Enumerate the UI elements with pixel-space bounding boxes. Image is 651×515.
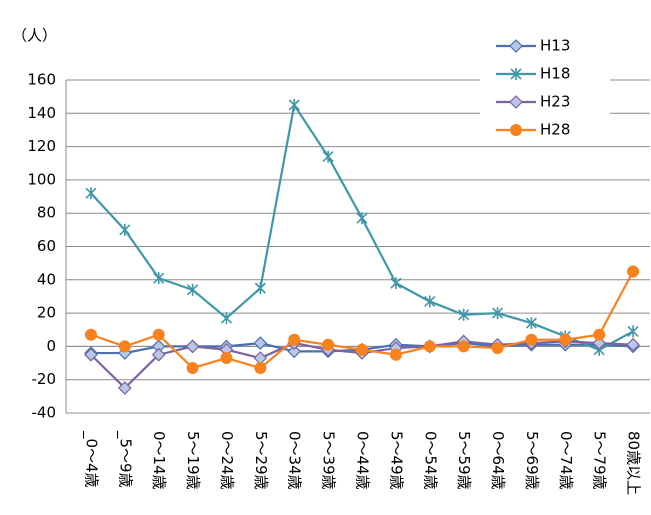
x-tick-label: _0～4歳 xyxy=(81,430,100,488)
y-tick-label: 0 xyxy=(46,337,56,355)
x-tick-label: _5～9歳 xyxy=(115,430,134,488)
data-point xyxy=(119,223,131,236)
x-tick-label: 5～59歳 xyxy=(455,431,473,490)
data-point xyxy=(356,343,368,356)
data-point xyxy=(254,282,266,295)
data-point xyxy=(287,344,302,359)
y-axis-label: （人） xyxy=(12,27,57,45)
y-tick-label: -20 xyxy=(32,370,57,388)
legend-marker xyxy=(510,124,522,136)
data-point xyxy=(187,283,199,296)
data-point xyxy=(592,336,607,350)
data-point xyxy=(525,333,538,346)
data-point xyxy=(220,352,233,365)
y-tick-label: 20 xyxy=(37,304,56,322)
data-point xyxy=(151,347,166,362)
legend-marker xyxy=(509,95,523,109)
data-point xyxy=(525,317,537,330)
data-point xyxy=(457,340,470,353)
data-point xyxy=(627,265,640,278)
x-tick-label: 5～19歳 xyxy=(184,431,202,490)
x-tick-label: 0～14歳 xyxy=(150,431,168,490)
x-tick-label: 0～74歳 xyxy=(557,431,575,490)
data-point xyxy=(84,328,97,341)
data-point xyxy=(288,333,301,346)
data-point xyxy=(84,347,98,362)
y-tick-label: 40 xyxy=(37,270,56,288)
data-point xyxy=(118,340,131,353)
data-point xyxy=(559,333,572,346)
x-tick-label: 0～44歳 xyxy=(354,431,372,490)
data-point xyxy=(458,308,470,321)
x-tick-label: 0～34歳 xyxy=(286,431,304,490)
data-point xyxy=(220,312,233,325)
data-point xyxy=(356,212,368,225)
x-tick-label: 5～39歳 xyxy=(320,431,338,490)
data-point xyxy=(593,328,606,341)
data-point xyxy=(491,342,504,355)
data-point xyxy=(626,337,640,352)
data-point xyxy=(85,187,97,200)
y-tick-label: 80 xyxy=(37,204,56,222)
y-tick-label: -40 xyxy=(32,404,57,422)
legend-label: H13 xyxy=(540,37,570,55)
y-tick-label: 60 xyxy=(37,237,56,255)
legend-label: H18 xyxy=(540,65,570,83)
data-point xyxy=(288,98,300,111)
y-tick-label: 100 xyxy=(27,170,56,188)
data-point xyxy=(253,336,268,350)
data-point xyxy=(627,325,639,338)
legend-marker xyxy=(509,39,523,53)
x-tick-label: 5～49歳 xyxy=(387,431,405,490)
data-point xyxy=(185,339,200,354)
legend-box xyxy=(480,30,610,142)
x-tick-label: 80歳以上 xyxy=(625,431,643,495)
x-tick-label: 5～79歳 xyxy=(591,431,609,490)
data-point xyxy=(423,340,436,353)
x-tick-label: 0～24歳 xyxy=(218,431,236,490)
y-tick-label: 160 xyxy=(27,71,56,89)
data-point xyxy=(390,277,402,290)
data-point xyxy=(117,381,132,395)
x-tick-label: 5～29歳 xyxy=(252,431,270,490)
data-point xyxy=(322,338,335,351)
data-point xyxy=(152,328,165,341)
data-point xyxy=(491,307,504,320)
x-tick-label: 0～54歳 xyxy=(421,431,439,490)
y-tick-label: 140 xyxy=(27,104,56,122)
data-point xyxy=(424,295,436,308)
data-point xyxy=(153,272,165,285)
data-point xyxy=(186,362,199,375)
legend-marker xyxy=(510,68,522,80)
y-tick-label: 120 xyxy=(27,137,56,155)
legend-label: H23 xyxy=(540,93,570,111)
x-tick-label: 0～64歳 xyxy=(489,431,507,490)
data-point xyxy=(389,348,402,361)
data-point xyxy=(322,150,334,163)
legend-label: H28 xyxy=(540,121,570,139)
data-point xyxy=(254,362,267,375)
x-tick-label: 5～69歳 xyxy=(523,431,541,490)
